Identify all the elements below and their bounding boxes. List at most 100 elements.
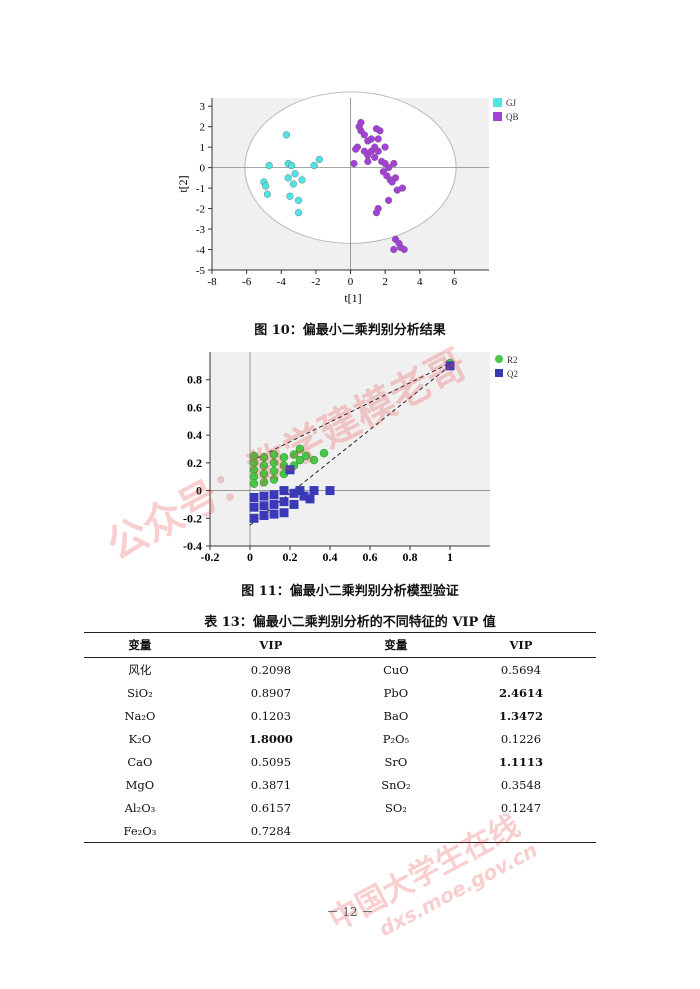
point-r2 [301, 451, 311, 461]
point-q2 [279, 486, 289, 496]
vip-cell: 2.4614 [498, 685, 543, 700]
variable-cell: PbO [383, 685, 409, 700]
variable-cell: K₂O [128, 731, 152, 746]
point-qb [352, 145, 360, 153]
point-q2 [259, 511, 269, 521]
x-tick-label: 4 [417, 276, 423, 288]
point-gj [298, 176, 306, 184]
point-q2 [299, 491, 309, 501]
vip-cell: 0.1247 [500, 800, 542, 815]
point-qb [374, 135, 382, 143]
point-q2 [305, 494, 315, 504]
y-tick-label: 2 [200, 122, 206, 134]
x-tick-label: -4 [277, 276, 287, 288]
point-gj [263, 190, 272, 198]
point-r2 [289, 450, 299, 459]
point-r2 [269, 466, 279, 476]
point-q2 [269, 509, 279, 519]
point-gj [282, 131, 291, 139]
point-r2 [269, 475, 279, 484]
point-gj [286, 192, 294, 200]
point-gj [310, 161, 318, 170]
x-tick-label: 6 [452, 276, 458, 288]
x-tick-label: -8 [207, 276, 217, 288]
variable-cell: CuO [383, 662, 409, 677]
point-q2 [259, 501, 269, 511]
y-tick-label: -2 [196, 204, 205, 216]
figure-10-chart: -8 -6 -4 -2 0 2 4 6 3 2 1 0 -1 -2 -3 -4 -5 GJ QB t[1] t[2… [176, 91, 519, 305]
y-tick-label: -0.4 [183, 539, 202, 553]
point-qb [398, 184, 407, 192]
y-tick-label: -5 [196, 265, 206, 277]
point-qb [357, 118, 365, 127]
vip-cell: 1.1113 [498, 754, 543, 769]
vip-cell: 0.1203 [250, 708, 292, 723]
vip-cell: 0.3548 [500, 777, 542, 792]
point-qb [364, 157, 372, 166]
y-tick-label: -1 [196, 183, 205, 195]
y-tick-label: 0.6 [187, 400, 202, 414]
x-tick-label: 0 [247, 550, 253, 564]
header-vip-2: VIP [445, 632, 596, 658]
legend-label-qb: QB [506, 112, 519, 122]
point-r2 [309, 455, 319, 465]
x-tick-label: 1 [447, 550, 453, 564]
variable-cell: CaO [127, 754, 153, 769]
x-tick-label: 2 [382, 276, 388, 288]
point-r2 [319, 448, 329, 458]
variable-cell: MgO [125, 777, 155, 792]
table-row: SiO₂ 0.8907 PbO 2.4614 [84, 681, 596, 704]
vip-cell: 1.8000 [248, 731, 293, 746]
figure-11-caption: 图 11：偏最小二乘判别分析模型验证 [241, 584, 459, 599]
vip-cell: 0.7284 [195, 819, 346, 843]
legend-swatch-q2 [495, 369, 503, 377]
table-row: Na₂O 0.1203 BaO 1.3472 [84, 704, 596, 727]
y-tick-label: 0.4 [187, 428, 202, 442]
point-r2 [269, 458, 279, 468]
point-q2 [295, 486, 305, 496]
variable-cell: SnO₂ [381, 777, 411, 792]
vip-cell: 1.3472 [498, 708, 543, 723]
point-qb [372, 125, 381, 133]
vip-cell: 0.2098 [250, 662, 292, 677]
legend-swatch-r2 [495, 355, 503, 363]
point-qb [371, 153, 379, 161]
point-qb [390, 159, 398, 168]
variable-cell: SiO₂ [127, 685, 153, 700]
legend-swatch-gj [493, 98, 502, 107]
y-tick-label: 1 [200, 142, 206, 154]
point-r2 [295, 444, 305, 454]
vip-cell: 0.5095 [250, 754, 292, 769]
point-q2 [445, 361, 455, 371]
vip-table: 变量 VIP 变量 VIP 风化 0.2098 CuO 0.5694 SiO₂ 0.89… [84, 632, 596, 843]
variable-cell: 风化 [128, 662, 152, 677]
point-qb [350, 159, 358, 168]
x-tick-label: -2 [311, 276, 320, 288]
point-qb [391, 174, 400, 182]
point-qb [384, 164, 393, 172]
vip-cell [445, 819, 596, 843]
point-r2 [269, 450, 279, 459]
point-q2 [249, 493, 259, 502]
vip-cell: 0.6157 [250, 800, 292, 815]
point-q2 [325, 486, 335, 496]
point-gj [284, 174, 292, 182]
table-row: K₂O 1.8000 P₂O₅ 0.1226 [84, 727, 596, 750]
point-r2 [279, 453, 289, 462]
vip-cell: 0.1226 [500, 731, 542, 746]
header-vip-1: VIP [195, 632, 346, 658]
variable-cell [345, 819, 446, 843]
point-gj [289, 180, 297, 188]
figure-11-chart: -0.2 0 0.2 0.4 0.6 0.8 10.80.60.40.20-0.2-0.4 … [183, 352, 518, 564]
point-r2 [259, 461, 269, 470]
vip-cell: 0.8907 [250, 685, 292, 700]
x-tick-label: 0.8 [403, 550, 418, 564]
table-row: MgO 0.3871 SnO₂ 0.3548 [84, 773, 596, 796]
y-tick-label: 0.8 [187, 373, 202, 387]
point-gj [262, 182, 270, 190]
point-q2 [285, 465, 295, 475]
point-gj [291, 170, 299, 178]
point-q2 [249, 513, 259, 523]
x-axis-label: t[1] [344, 291, 361, 305]
point-r2 [259, 453, 269, 462]
